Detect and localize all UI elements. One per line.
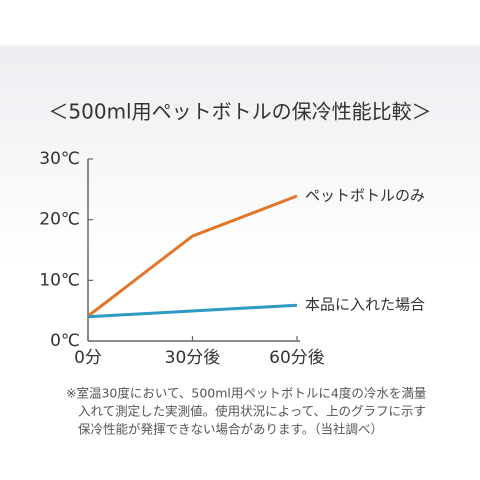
series-line — [87, 303, 298, 319]
series-line — [87, 194, 298, 318]
footnote: 保冷性能が発揮できない場合があります。（当社調べ） — [78, 422, 383, 437]
footnote: 入れて測定した実測値。使用状況によって、上のグラフに示す — [78, 404, 426, 419]
series-label: 本品に入れた場合 — [305, 296, 425, 314]
chart-title: ＜500ml用ペットボトルの保冷性能比較＞ — [48, 100, 431, 124]
y-tick-label: 20℃ — [39, 210, 80, 230]
y-tick-label: 30℃ — [39, 149, 80, 169]
y-tick-label: 10℃ — [39, 270, 80, 290]
footnote: ※室温30度において、500ml用ペットボトルに4度の冷水を満量 — [66, 386, 426, 401]
x-tick-label: 30分後 — [165, 348, 221, 368]
series-label: ペットボトルのみ — [305, 187, 425, 205]
x-tick-label: 60分後 — [269, 348, 325, 368]
x-tick-label: 0分 — [74, 348, 102, 368]
y-tick-label: 0℃ — [50, 331, 80, 351]
